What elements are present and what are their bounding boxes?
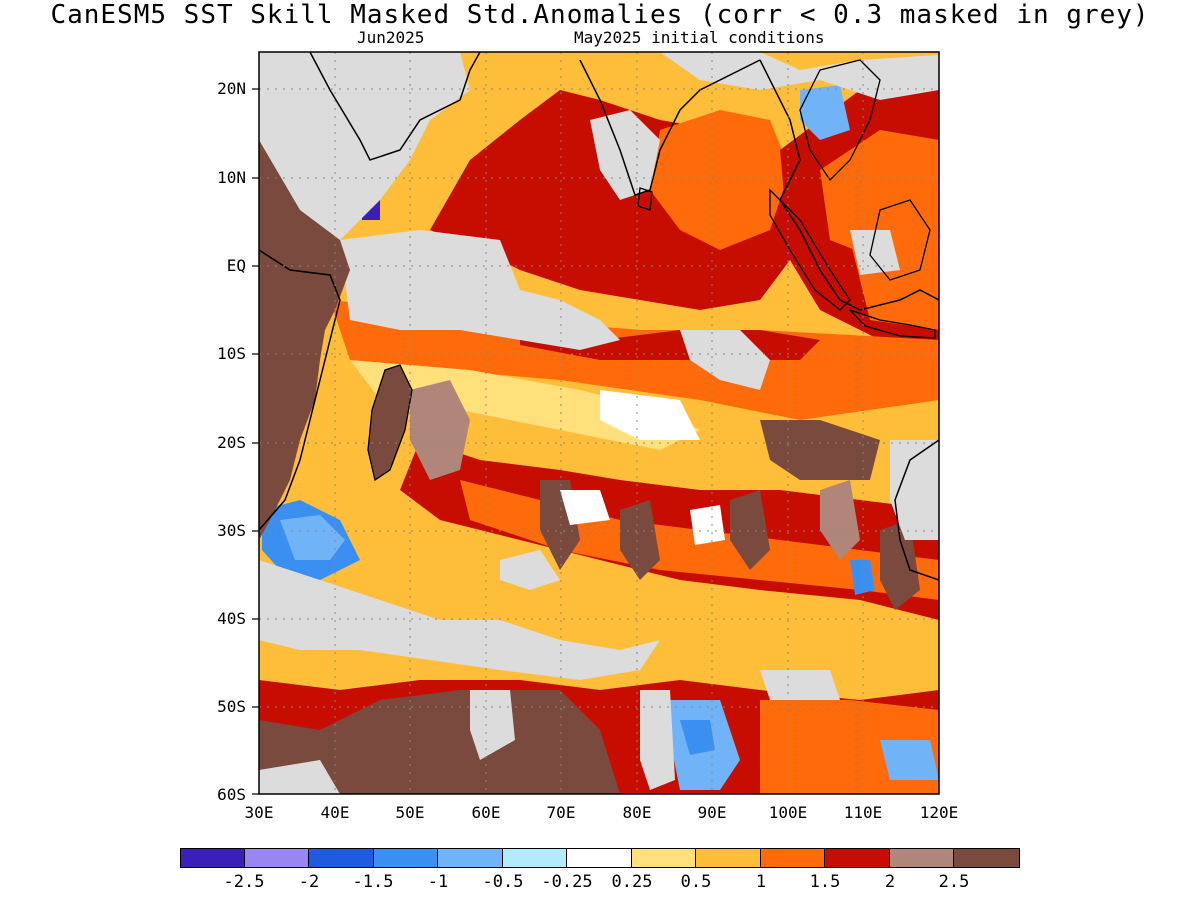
lat-label-20s: 20S: [217, 433, 246, 452]
mask-north-east: [660, 52, 939, 100]
lat-label-60s: 60S: [217, 785, 246, 804]
borneo: [869, 199, 931, 281]
graticule: [259, 52, 939, 794]
colorbar-swatch-12: [889, 848, 955, 868]
white-south-3: [690, 505, 725, 545]
colorbar-swatch-8: [631, 848, 697, 868]
blue-south-east: [880, 740, 939, 780]
mask-south-sw: [259, 760, 340, 794]
bay-of-bengal-orange: [650, 110, 790, 250]
mask-southern-col: [470, 690, 515, 760]
colorbar-label-3: -1.5: [352, 872, 394, 892]
africa-land: [259, 140, 350, 540]
brown-east-south: [760, 420, 880, 480]
white-south-2: [560, 490, 610, 525]
colorbar-label-9: 1: [755, 872, 767, 892]
white-south-1: [600, 390, 700, 440]
southern-ocean-brown: [259, 690, 620, 794]
lat-label-30s: 30S: [217, 521, 246, 540]
lon-label-70e: 70E: [546, 803, 576, 822]
lat-label-50s: 50S: [217, 697, 246, 716]
colorbar-label-1: -2.5: [223, 872, 265, 892]
mask-equatorial-center: [680, 330, 770, 390]
colorbar-swatch-6: [502, 848, 568, 868]
blue-east: [850, 560, 875, 595]
colorbar-swatch-2: [244, 848, 310, 868]
brown-south-4: [730, 490, 770, 570]
mask-south-east: [760, 670, 840, 700]
colorbar-swatch-1: [180, 848, 246, 868]
mask-southern-col2: [640, 690, 675, 790]
brown-south-3: [620, 500, 660, 580]
colorbar-label-10: 1.5: [809, 872, 841, 892]
sumatra: [769, 188, 851, 311]
colorbar-swatch-10: [760, 848, 826, 868]
colorbar-label-8: 0.5: [680, 872, 712, 892]
target-month-label: Jun2025: [357, 28, 425, 47]
colorbar-swatch-9: [695, 848, 761, 868]
mask-east-coast: [890, 440, 939, 540]
lon-label-90e: 90E: [697, 803, 727, 822]
australia-coastline: [894, 439, 939, 581]
arabia-coastline: [309, 52, 481, 161]
colorbar-swatch-11: [824, 848, 890, 868]
axis-ticks: [252, 88, 259, 795]
lon-label-110e: 110E: [843, 803, 883, 822]
brown-south-1: [410, 380, 470, 480]
initial-conditions-label: May2025 initial conditions: [574, 28, 825, 47]
africa-coastline: [259, 249, 341, 531]
colorbar-swatch-13: [953, 848, 1020, 868]
sri-lanka: [637, 187, 653, 211]
colorbar-label-4: -1: [427, 872, 449, 892]
plot-frame: [258, 51, 940, 795]
lat-label-10n: 10N: [217, 168, 246, 187]
south-yellow-band: [350, 360, 700, 450]
colorbar-swatch-7: [566, 848, 632, 868]
lon-label-50e: 50E: [395, 803, 425, 822]
indochina: [799, 59, 881, 182]
mask-arabian-sea: [259, 52, 470, 250]
brown-south-5: [820, 480, 860, 560]
map-title: CanESM5 SST Skill Masked Std.Anomalies (…: [50, 0, 1150, 30]
blue-south-china-sea: [800, 85, 850, 140]
colorbar-label-6: -0.25: [541, 872, 593, 892]
colorbar-label-5: -0.5: [482, 872, 524, 892]
colorbar-label-2: -2: [298, 872, 320, 892]
colorbar-label-11: 2: [884, 872, 896, 892]
colorbar-swatch-3: [308, 848, 374, 868]
lat-label-10s: 10S: [217, 344, 246, 363]
mask-southern-west: [259, 560, 660, 680]
blue-south-central-dark: [680, 720, 715, 755]
java: [849, 309, 936, 339]
lon-label-120e: 120E: [919, 803, 959, 822]
colorbar-swatch-4: [373, 848, 439, 868]
colorbar-label-12: 2.5: [938, 872, 970, 892]
lon-label-60e: 60E: [471, 803, 501, 822]
madagascar: [367, 364, 413, 482]
blue-southwest-light: [280, 515, 345, 560]
lat-label-40s: 40S: [217, 609, 246, 628]
mask-india: [590, 110, 660, 200]
lat-label-eq: EQ: [226, 256, 246, 275]
lon-label-30e: 30E: [244, 803, 274, 822]
mask-east-pacific: [850, 230, 900, 275]
indonesia-orange: [820, 130, 939, 260]
lon-label-40e: 40E: [320, 803, 350, 822]
brown-south-6: [880, 520, 920, 610]
southeast-asia-coastline: [759, 59, 939, 311]
colorbar-swatch-5: [437, 848, 503, 868]
colorbar-label-7: 0.25: [611, 872, 653, 892]
lon-label-100e: 100E: [768, 803, 808, 822]
india-coastline: [579, 59, 761, 196]
lat-label-20n: 20N: [217, 79, 246, 98]
mask-southern-mid: [500, 550, 560, 590]
map-field: [259, 52, 939, 794]
lon-label-80e: 80E: [622, 803, 652, 822]
